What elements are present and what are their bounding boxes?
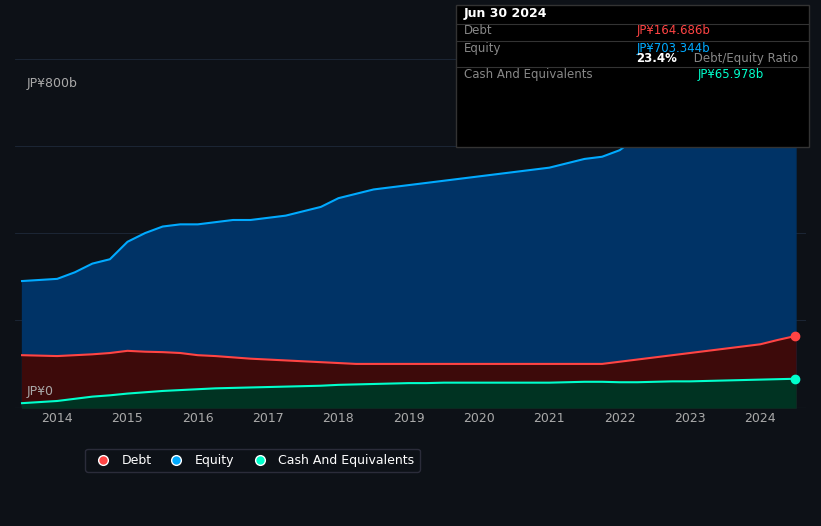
Text: JP¥0: JP¥0	[27, 386, 54, 398]
Text: Cash And Equivalents: Cash And Equivalents	[464, 68, 593, 81]
Text: 23.4%: 23.4%	[636, 52, 677, 65]
Text: JP¥703.344b: JP¥703.344b	[636, 42, 710, 55]
Text: JP¥800b: JP¥800b	[27, 77, 78, 90]
Text: Jun 30 2024: Jun 30 2024	[464, 7, 548, 20]
Text: JP¥164.686b: JP¥164.686b	[636, 24, 710, 37]
Text: Debt: Debt	[464, 24, 493, 37]
Text: Equity: Equity	[464, 42, 502, 55]
Text: JP¥65.978b: JP¥65.978b	[698, 68, 764, 81]
Legend: Debt, Equity, Cash And Equivalents: Debt, Equity, Cash And Equivalents	[85, 449, 420, 472]
Text: Debt/Equity Ratio: Debt/Equity Ratio	[690, 52, 798, 65]
